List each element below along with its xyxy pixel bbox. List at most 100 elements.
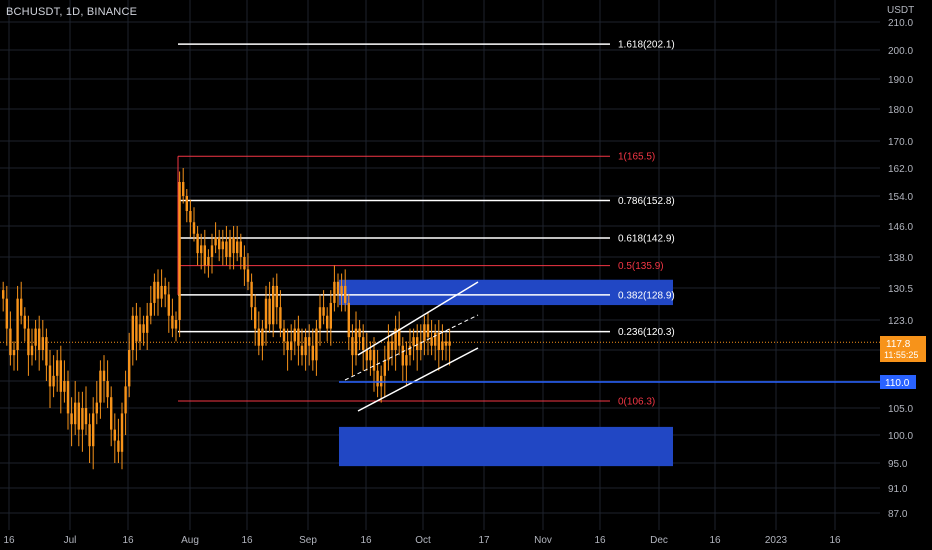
candle-body (84, 408, 88, 425)
candle-body (120, 413, 124, 452)
fib-level-label: 0.786(152.8) (618, 196, 675, 207)
candle-body (358, 328, 361, 338)
price-tick-label: 200.0 (888, 46, 913, 57)
candle-body (66, 381, 70, 414)
price-tick-label: 95.0 (888, 459, 908, 470)
candle-body (351, 337, 354, 356)
candle-body (56, 360, 59, 376)
candle-body (369, 350, 372, 361)
candle-body (192, 222, 196, 234)
candle-body (326, 315, 329, 329)
price-axis[interactable]: 210.0 200.0 190.0 180.0 170.0 162.0 154.0 146.0… (888, 18, 913, 520)
candle-body (405, 355, 408, 366)
candle-body (354, 328, 358, 356)
candle-body (178, 182, 181, 320)
symbol-header[interactable]: BCHUSDT, 1D, BINANCE (6, 6, 138, 18)
candle-body (34, 328, 37, 346)
fib-level-label: 0.5(135.9) (618, 261, 664, 272)
candle-body (347, 302, 350, 338)
candle-body (423, 324, 426, 342)
candle-body (254, 307, 257, 329)
candle-body (250, 281, 253, 308)
candle-body (412, 337, 415, 346)
time-tick-label: Nov (534, 535, 552, 546)
candle-body (426, 324, 430, 338)
time-tick-label: Sep (299, 535, 317, 546)
price-tick-label: 162.0 (888, 164, 913, 175)
candle-body (228, 237, 232, 257)
candle-body (434, 332, 437, 346)
time-tick-label: Dec (650, 535, 668, 546)
candle-body (174, 320, 178, 329)
channel-lower-line[interactable] (357, 347, 479, 412)
candle-body (185, 196, 188, 211)
candle-body (214, 237, 217, 246)
candle-body (246, 269, 250, 282)
candle-body (16, 298, 19, 350)
time-tick-label: 16 (360, 535, 372, 546)
fib-level-label: 0.236(120.3) (618, 327, 675, 338)
candle-body (362, 337, 365, 350)
price-tick-label: 138.0 (888, 253, 913, 264)
candle-body (92, 413, 95, 447)
candle-body (282, 328, 286, 342)
candle-body (149, 302, 152, 316)
candle-body (221, 241, 224, 250)
candle-body (153, 281, 156, 303)
candle-body (20, 298, 23, 316)
candle-body (124, 386, 127, 414)
candle-body (102, 370, 106, 381)
fib-level-label: 0.382(128.9) (618, 290, 675, 301)
fib-level-label: 1(165.5) (618, 152, 655, 163)
time-tick-label: 16 (122, 535, 134, 546)
price-tick-label: 123.0 (888, 316, 913, 327)
candle-body (232, 237, 235, 254)
time-tick-label: Oct (415, 535, 431, 546)
candle-body (131, 315, 134, 350)
support-price-label: 110.0 (880, 375, 916, 389)
candle-body (48, 365, 52, 387)
time-tick-label: 16 (594, 535, 606, 546)
candle-body (225, 241, 228, 257)
candle-body (113, 429, 116, 441)
price-tick-label: 154.0 (888, 192, 913, 203)
candle-body (340, 285, 343, 295)
candle-body (272, 285, 275, 325)
candle-body (257, 328, 260, 346)
candle-body (279, 307, 282, 329)
price-tick-label: 100.0 (888, 431, 913, 442)
last-price-label: 117.8 11:55:25 (880, 336, 926, 362)
target-zone[interactable] (339, 426, 673, 467)
candle-body (293, 328, 296, 342)
candle-body (99, 370, 102, 403)
price-tick-label: 190.0 (888, 75, 913, 86)
time-tick-label: 16 (3, 535, 15, 546)
candles (2, 168, 451, 470)
candle-body (70, 413, 73, 425)
last-price-countdown: 11:55:25 (884, 350, 918, 360)
candle-body (239, 241, 242, 257)
candle-body (441, 341, 444, 350)
candle-body (203, 245, 206, 266)
candle-body (372, 350, 376, 371)
candle-body (171, 315, 174, 329)
candle-body (243, 257, 246, 270)
candle-body (138, 324, 142, 342)
price-tick-label: 130.5 (888, 284, 913, 295)
trend-channel[interactable] (344, 281, 479, 412)
fib-retracement[interactable]: 1.618(202.1) 1(165.5) 0.786(152.8) 0.618(14… (177, 40, 675, 408)
candle-body (408, 345, 412, 356)
candle-body (236, 241, 239, 254)
support-price-value: 110.0 (885, 378, 910, 389)
channel-mid-line[interactable] (344, 314, 479, 381)
candle-body (264, 298, 268, 329)
resistance-zone[interactable] (339, 279, 673, 306)
fib-level-label: 0(106.3) (618, 396, 655, 407)
time-axis[interactable]: 16 Jul 16 Aug 16 Sep 16 Oct 17 Nov 16 Dec 16 2023 16 (3, 535, 841, 546)
price-tick-label: 91.0 (888, 484, 908, 495)
candle-body (286, 341, 289, 350)
candle-body (95, 402, 98, 414)
candle-body (200, 245, 203, 254)
channel-upper-line[interactable] (357, 281, 479, 356)
